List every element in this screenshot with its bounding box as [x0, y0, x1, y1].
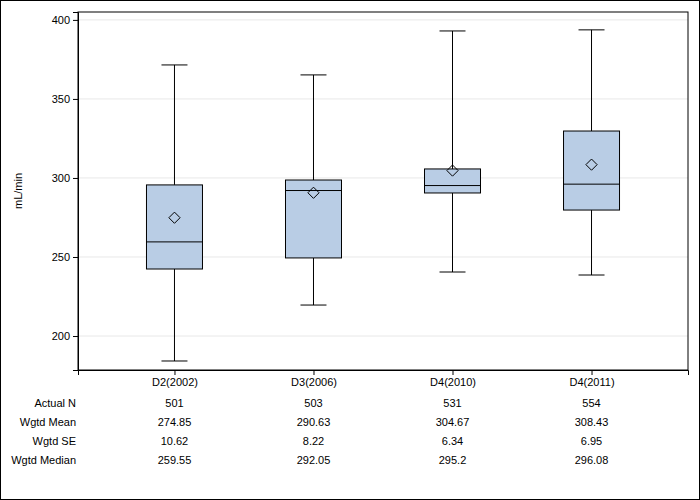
- chart: 200250300350400D2(2002)D3(2006)D4(2010)D…: [0, 0, 700, 500]
- y-tick-mark: [73, 178, 78, 179]
- table-row-label: Wgtd Median: [11, 454, 76, 466]
- y-tick: 300: [52, 172, 78, 184]
- y-tick-label: 350: [52, 93, 70, 105]
- x-tick-label: D3(2006): [291, 376, 337, 388]
- y-axis-title: mL/min: [12, 173, 24, 209]
- x-axis: D2(2002) D3(2006) D4(2010) D4(2011): [79, 370, 689, 388]
- lower-whisker: [591, 210, 592, 275]
- table-cell: 259.55: [158, 454, 192, 466]
- box-plot: [425, 31, 481, 272]
- upper-whisker: [313, 75, 314, 180]
- x-axis-line: [79, 371, 689, 376]
- lower-whisker-cap: [161, 360, 187, 361]
- mean-marker: [586, 159, 597, 170]
- table-row-label: Wgtd Mean: [20, 416, 76, 428]
- grid: [78, 20, 688, 336]
- x-tick-mark: [174, 370, 175, 375]
- y-tick: 200: [52, 330, 78, 342]
- x-tick: D2(2002): [152, 370, 198, 388]
- y-tick: 250: [52, 251, 78, 263]
- grid-line: [78, 19, 688, 20]
- box: [425, 169, 481, 193]
- x-tick-mark: [313, 370, 314, 375]
- boxes: [146, 30, 619, 361]
- x-tick: D4(2011): [569, 370, 614, 388]
- table-cell: 10.62: [161, 435, 189, 447]
- x-tick-label: D4(2010): [430, 376, 476, 388]
- mean-marker: [169, 212, 180, 223]
- table-cell: 6.95: [581, 435, 602, 447]
- grid-line: [78, 98, 688, 99]
- box-plot: [146, 65, 202, 361]
- table-row-label: Actual N: [34, 397, 76, 409]
- upper-whisker-cap: [440, 30, 466, 31]
- x-tick-label: D2(2002): [152, 376, 198, 388]
- table-cell: 290.63: [297, 416, 331, 428]
- lower-whisker-cap: [579, 275, 605, 276]
- y-tick-mark: [73, 99, 78, 100]
- x-tick: D3(2006): [291, 370, 337, 388]
- y-axis: 200 250 300 350 400: [52, 13, 79, 371]
- y-tick-label: 200: [52, 330, 70, 342]
- y-tick: 400: [52, 14, 78, 26]
- y-axis-line: [73, 13, 79, 371]
- table-cell: 274.85: [158, 416, 192, 428]
- upper-whisker: [452, 31, 453, 169]
- lower-whisker: [452, 193, 453, 272]
- table-cell: 501: [165, 397, 183, 409]
- x-tick-mark: [592, 370, 593, 375]
- x-tick-mark: [453, 370, 454, 375]
- median-line: [564, 184, 620, 185]
- lower-whisker: [174, 269, 175, 361]
- y-tick: 350: [52, 93, 78, 105]
- table-cell: 292.05: [297, 454, 331, 466]
- box: [146, 185, 202, 269]
- box-plot: [285, 75, 341, 305]
- box-plot: [564, 30, 620, 275]
- y-tick-mark: [73, 20, 78, 21]
- lower-whisker: [313, 258, 314, 305]
- table-cell: 295.2: [439, 454, 467, 466]
- table-cell: 304.67: [436, 416, 470, 428]
- y-tick-label: 250: [52, 251, 70, 263]
- stats-table: Actual N 501 503 531 554 Wgtd Mean 274.85 290.6…: [11, 397, 608, 466]
- lower-whisker-cap: [300, 305, 326, 306]
- upper-whisker: [174, 65, 175, 185]
- plot-frame: [78, 12, 688, 370]
- table-cell: 503: [304, 397, 322, 409]
- median-line: [425, 185, 481, 186]
- table-cell: 296.08: [575, 454, 609, 466]
- table-cell: 308.43: [575, 416, 609, 428]
- box: [564, 131, 620, 210]
- upper-whisker-cap: [161, 64, 187, 65]
- y-tick-label: 300: [52, 172, 70, 184]
- y-tick-mark: [73, 336, 78, 337]
- table-row-label: Wgtd SE: [33, 435, 76, 447]
- mean-marker: [308, 187, 319, 198]
- outer-border: [1, 1, 700, 500]
- x-tick: D4(2010): [430, 370, 476, 388]
- grid-line: [78, 336, 688, 337]
- y-tick-label: 400: [52, 14, 70, 26]
- y-tick-mark: [73, 257, 78, 258]
- table-cell: 531: [443, 397, 461, 409]
- table-cell: 6.34: [442, 435, 463, 447]
- median-line: [285, 190, 341, 191]
- upper-whisker-cap: [579, 29, 605, 30]
- x-tick-label: D4(2011): [569, 376, 614, 388]
- lower-whisker-cap: [440, 272, 466, 273]
- table-cell: 8.22: [303, 435, 324, 447]
- median-line: [146, 241, 202, 242]
- table-cell: 554: [582, 397, 600, 409]
- mean-marker: [447, 165, 458, 176]
- upper-whisker-cap: [300, 74, 326, 75]
- box: [285, 180, 341, 258]
- upper-whisker: [591, 30, 592, 131]
